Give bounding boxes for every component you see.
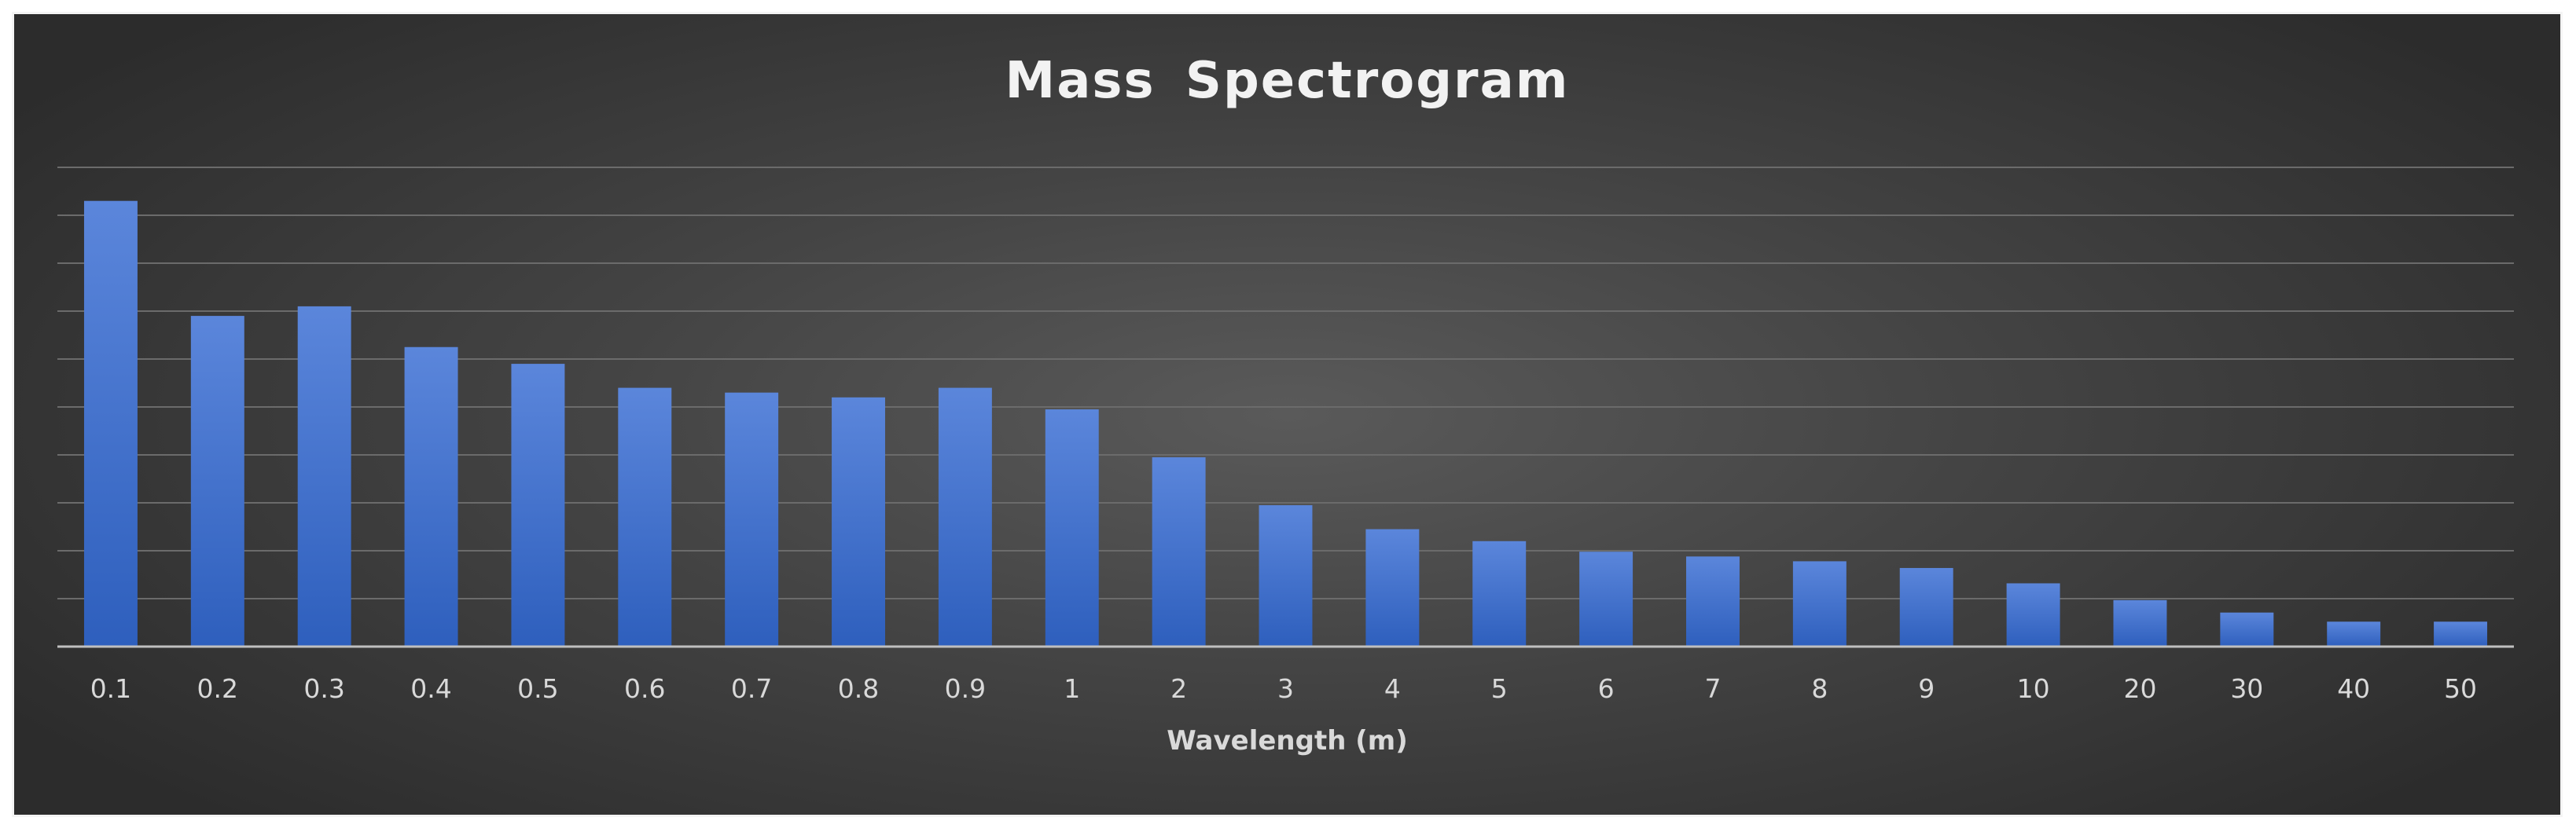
x-tick-label: 0.2 [197,673,238,704]
bar-0.1 [83,200,138,647]
x-tick-label: 0.8 [838,673,879,704]
bar-40 [2327,621,2381,647]
x-tick-label: 0.6 [624,673,665,704]
x-tick-label: 50 [2444,673,2477,704]
bar-0.8 [832,397,885,647]
x-tick-label: 0.9 [945,673,986,704]
bar-0.2 [190,316,244,647]
bar-0.7 [725,392,779,647]
x-tick-label: 40 [2337,673,2370,704]
x-tick-label: 0.7 [731,673,772,704]
x-tick-label: 5 [1491,673,1508,704]
x-tick-label: 4 [1384,673,1401,704]
x-tick-label: 7 [1704,673,1721,704]
bar-4 [1365,529,1420,647]
x-tick-label: 2 [1170,673,1187,704]
x-tick-label: 6 [1598,673,1615,704]
bar-0.5 [511,364,565,647]
x-tick-label: 20 [2123,673,2156,704]
bar-1 [1045,409,1099,647]
x-tick-label: 3 [1277,673,1294,704]
chart-area: Mass Spectrogram 0.1 0.2 0.3 0.4 0.5 0.6 0.7 0.… [12,12,2563,817]
x-tick-label: 9 [1918,673,1935,704]
chart-title: Mass Spectrogram [1005,52,1570,110]
bar-3 [1259,505,1313,647]
x-axis-title: Wavelength (m) [1167,725,1408,757]
x-tick-labels: 0.1 0.2 0.3 0.4 0.5 0.6 0.7 0.8 0.9 1 2 3 4 5 6 7 8 9 10 20… [90,673,2477,704]
x-tick-label: 10 [2017,673,2050,704]
bar-0.4 [404,346,458,647]
x-tick-label: 0.4 [410,673,451,704]
x-tick-label: 0.3 [303,673,344,704]
bar-20 [2113,599,2167,647]
bar-7 [1686,556,1740,647]
bar-0.9 [938,387,992,647]
bar-8 [1792,561,1847,647]
x-tick-label: 30 [2230,673,2263,704]
x-tick-label: 8 [1811,673,1828,704]
bar-10 [2006,583,2060,647]
bar-series [83,200,2488,647]
x-tick-label: 0.1 [90,673,131,704]
bar-2 [1152,457,1206,647]
bar-6 [1579,552,1633,647]
x-tick-label: 1 [1064,673,1080,704]
bar-5 [1472,541,1527,647]
bar-30 [2220,612,2274,647]
chart-plot: 0.1 0.2 0.3 0.4 0.5 0.6 0.7 0.8 0.9 1 2 3 4 5 6 7 8 9 10 20… [57,167,2514,704]
bar-0.3 [297,306,351,647]
bar-0.6 [618,387,672,647]
bar-9 [1899,567,1953,647]
x-tick-label: 0.5 [517,673,558,704]
bar-50 [2434,621,2488,647]
